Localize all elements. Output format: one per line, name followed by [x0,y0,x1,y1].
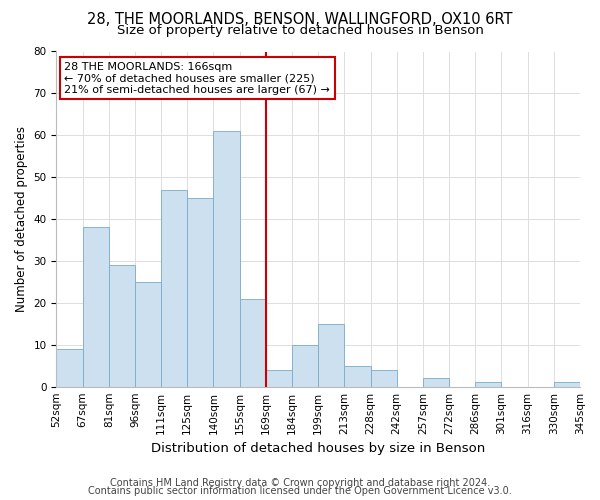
Text: 28 THE MOORLANDS: 166sqm
← 70% of detached houses are smaller (225)
21% of semi-: 28 THE MOORLANDS: 166sqm ← 70% of detach… [64,62,330,95]
Text: 28, THE MOORLANDS, BENSON, WALLINGFORD, OX10 6RT: 28, THE MOORLANDS, BENSON, WALLINGFORD, … [87,12,513,28]
Bar [161,190,187,386]
Bar [187,198,214,386]
Text: Contains public sector information licensed under the Open Government Licence v3: Contains public sector information licen… [88,486,512,496]
X-axis label: Distribution of detached houses by size in Benson: Distribution of detached houses by size … [151,442,485,455]
Bar [292,345,318,387]
Bar [135,282,161,387]
Bar [56,349,83,387]
Bar [554,382,580,386]
Bar [109,265,135,386]
Bar [239,298,266,386]
Bar [83,228,109,386]
Bar [423,378,449,386]
Bar [344,366,371,386]
Text: Contains HM Land Registry data © Crown copyright and database right 2024.: Contains HM Land Registry data © Crown c… [110,478,490,488]
Bar [266,370,292,386]
Bar [475,382,502,386]
Y-axis label: Number of detached properties: Number of detached properties [15,126,28,312]
Bar [318,324,344,386]
Bar [214,131,239,386]
Bar [371,370,397,386]
Text: Size of property relative to detached houses in Benson: Size of property relative to detached ho… [116,24,484,37]
